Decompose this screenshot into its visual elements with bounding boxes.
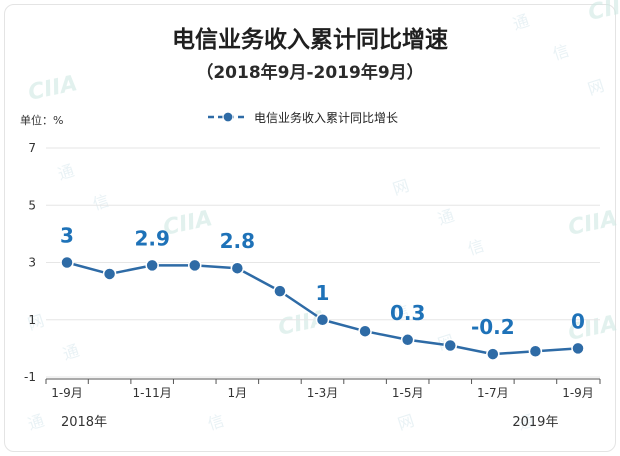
data-point <box>358 324 372 338</box>
watermark-char: 网 <box>395 411 416 434</box>
watermark-char: 通 <box>60 341 81 364</box>
watermark-char: 信 <box>90 191 111 214</box>
watermark-char: 信 <box>390 301 411 324</box>
watermark-char: 通 <box>515 411 536 434</box>
x-tick-label: 1-3月 <box>307 386 339 400</box>
data-label: 0.3 <box>390 301 425 325</box>
watermark-char: 信 <box>205 411 226 434</box>
data-point <box>443 338 457 353</box>
x-tick-label: 1-11月 <box>133 386 172 400</box>
watermark-logo: CIIA <box>566 206 620 241</box>
watermark-char: 信 <box>550 41 571 64</box>
chart-subtitle: （2018年9月-2019年9月） <box>196 63 424 83</box>
x-tick-label: 1-7月 <box>477 386 509 400</box>
data-label: 0 <box>571 309 585 333</box>
data-label: 3 <box>60 224 74 248</box>
y-tick-label: 1 <box>28 313 36 327</box>
watermark-char: 通 <box>25 411 46 434</box>
y-tick-label: 5 <box>28 198 36 212</box>
data-point <box>273 284 287 298</box>
data-point <box>230 261 245 275</box>
y-tick-label: 3 <box>28 256 36 270</box>
data-point <box>60 255 74 270</box>
x-tick-label: 1-9月 <box>51 386 83 400</box>
data-label: 1 <box>316 281 330 305</box>
legend-swatch <box>208 111 248 123</box>
data-point <box>571 341 585 356</box>
watermark-char: 通 <box>510 11 531 34</box>
data-point <box>486 347 500 361</box>
data-point <box>188 258 202 273</box>
x-tick-label: 1-9月 <box>562 386 594 400</box>
watermark-char: 信 <box>465 236 486 259</box>
watermark-char: 网 <box>25 311 46 334</box>
data-point <box>528 344 543 358</box>
data-point <box>400 333 415 347</box>
y-tick-label: -1 <box>24 370 36 384</box>
data-label: 2.8 <box>220 229 255 253</box>
watermark-char: 网 <box>390 176 411 199</box>
chart-title: 电信业务收入累计同比增速 <box>172 27 448 53</box>
year-label: 2018年 <box>61 415 107 430</box>
data-point <box>102 267 117 281</box>
year-label: 2019年 <box>512 415 558 430</box>
legend: 电信业务收入累计同比增长 <box>206 108 398 126</box>
data-point <box>145 258 159 273</box>
watermark-char: 通 <box>435 206 456 229</box>
x-tick-label: 1-5月 <box>392 386 424 400</box>
x-tick-label: 1月 <box>228 386 248 400</box>
watermark-char: 网 <box>585 76 606 99</box>
data-point <box>315 313 330 327</box>
y-axis-unit-label: 单位：% <box>20 114 64 127</box>
y-tick-label: 7 <box>28 141 36 155</box>
legend-label: 电信业务收入累计同比增长 <box>254 110 399 125</box>
data-label: 2.9 <box>134 226 169 250</box>
data-label: -0.2 <box>471 315 515 339</box>
watermark-char: 通 <box>55 161 76 184</box>
